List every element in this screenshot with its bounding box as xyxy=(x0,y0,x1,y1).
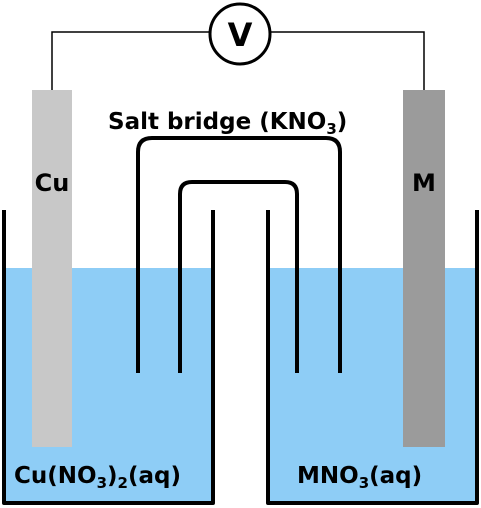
left-solution-label-sub2: 2 xyxy=(118,474,128,492)
right-wire xyxy=(271,31,425,90)
left-solution-label-main: Cu(NO xyxy=(14,463,97,489)
left-solution-label: Cu(NO3)2(aq) xyxy=(14,463,181,492)
voltmeter: V xyxy=(208,2,272,66)
salt-bridge-label-main: Salt bridge (KNO xyxy=(108,109,326,135)
cu-electrode xyxy=(32,90,72,447)
m-electrode-label: M xyxy=(412,169,436,197)
voltmeter-symbol: V xyxy=(228,16,253,54)
left-solution-label-sub: 3 xyxy=(97,474,107,492)
right-solution-label-end: (aq) xyxy=(369,463,422,489)
right-beaker xyxy=(266,210,479,505)
salt-bridge-label-sub: 3 xyxy=(326,120,336,138)
right-solution-label-main: MNO xyxy=(297,463,359,489)
right-solution-label: MNO3(aq) xyxy=(297,463,422,492)
voltmeter-circle xyxy=(208,2,272,66)
salt-bridge-inner xyxy=(178,180,299,373)
salt-bridge-label-end: ) xyxy=(337,109,348,135)
left-solution-label-paren: ) xyxy=(107,463,118,489)
salt-bridge-label: Salt bridge (KNO3) xyxy=(108,109,347,138)
left-wire xyxy=(51,31,209,90)
left-solution-label-end: (aq) xyxy=(128,463,181,489)
right-solution-label-sub: 3 xyxy=(359,474,369,492)
m-electrode xyxy=(403,90,445,447)
cu-electrode-label: Cu xyxy=(35,169,70,197)
left-beaker xyxy=(2,210,215,505)
salt-bridge-outer xyxy=(136,136,342,373)
